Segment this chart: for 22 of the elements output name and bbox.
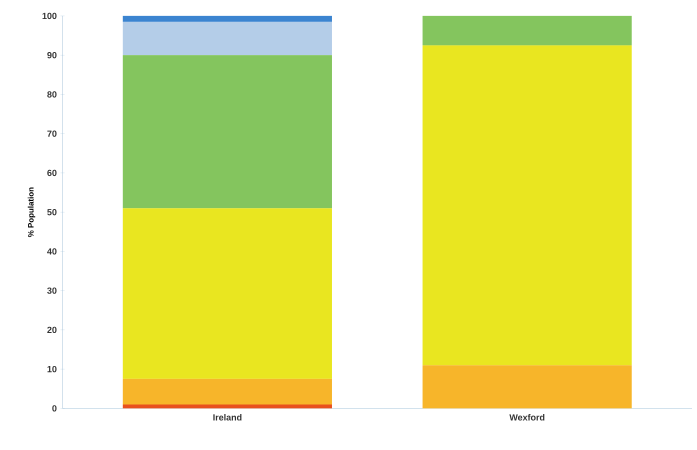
bar: [122, 55, 332, 208]
y-tick-label: 10: [48, 366, 57, 372]
bar: [422, 45, 632, 366]
y-tick-label: 20: [47, 326, 57, 333]
bar: [122, 208, 332, 379]
bar: [122, 378, 332, 404]
y-tick-label: 0: [52, 405, 57, 412]
y-tick-label: 100: [42, 12, 57, 20]
y-tick-label: 70: [47, 130, 57, 137]
bar: [122, 404, 332, 408]
y-tick-label: 90: [47, 52, 57, 58]
y-tick-label: 30: [47, 287, 57, 294]
bar: [122, 22, 332, 56]
bar: [122, 16, 332, 22]
x-tick-label: Ireland: [213, 414, 242, 420]
y-tick-label: 80: [47, 91, 57, 98]
y-tick-label: 50: [47, 208, 57, 216]
y-tick-label: 60: [47, 170, 57, 176]
bar: [422, 16, 632, 46]
x-tick-label: Wexford: [509, 414, 544, 420]
y-tick-label: 40: [47, 248, 57, 254]
bar: [422, 365, 632, 408]
